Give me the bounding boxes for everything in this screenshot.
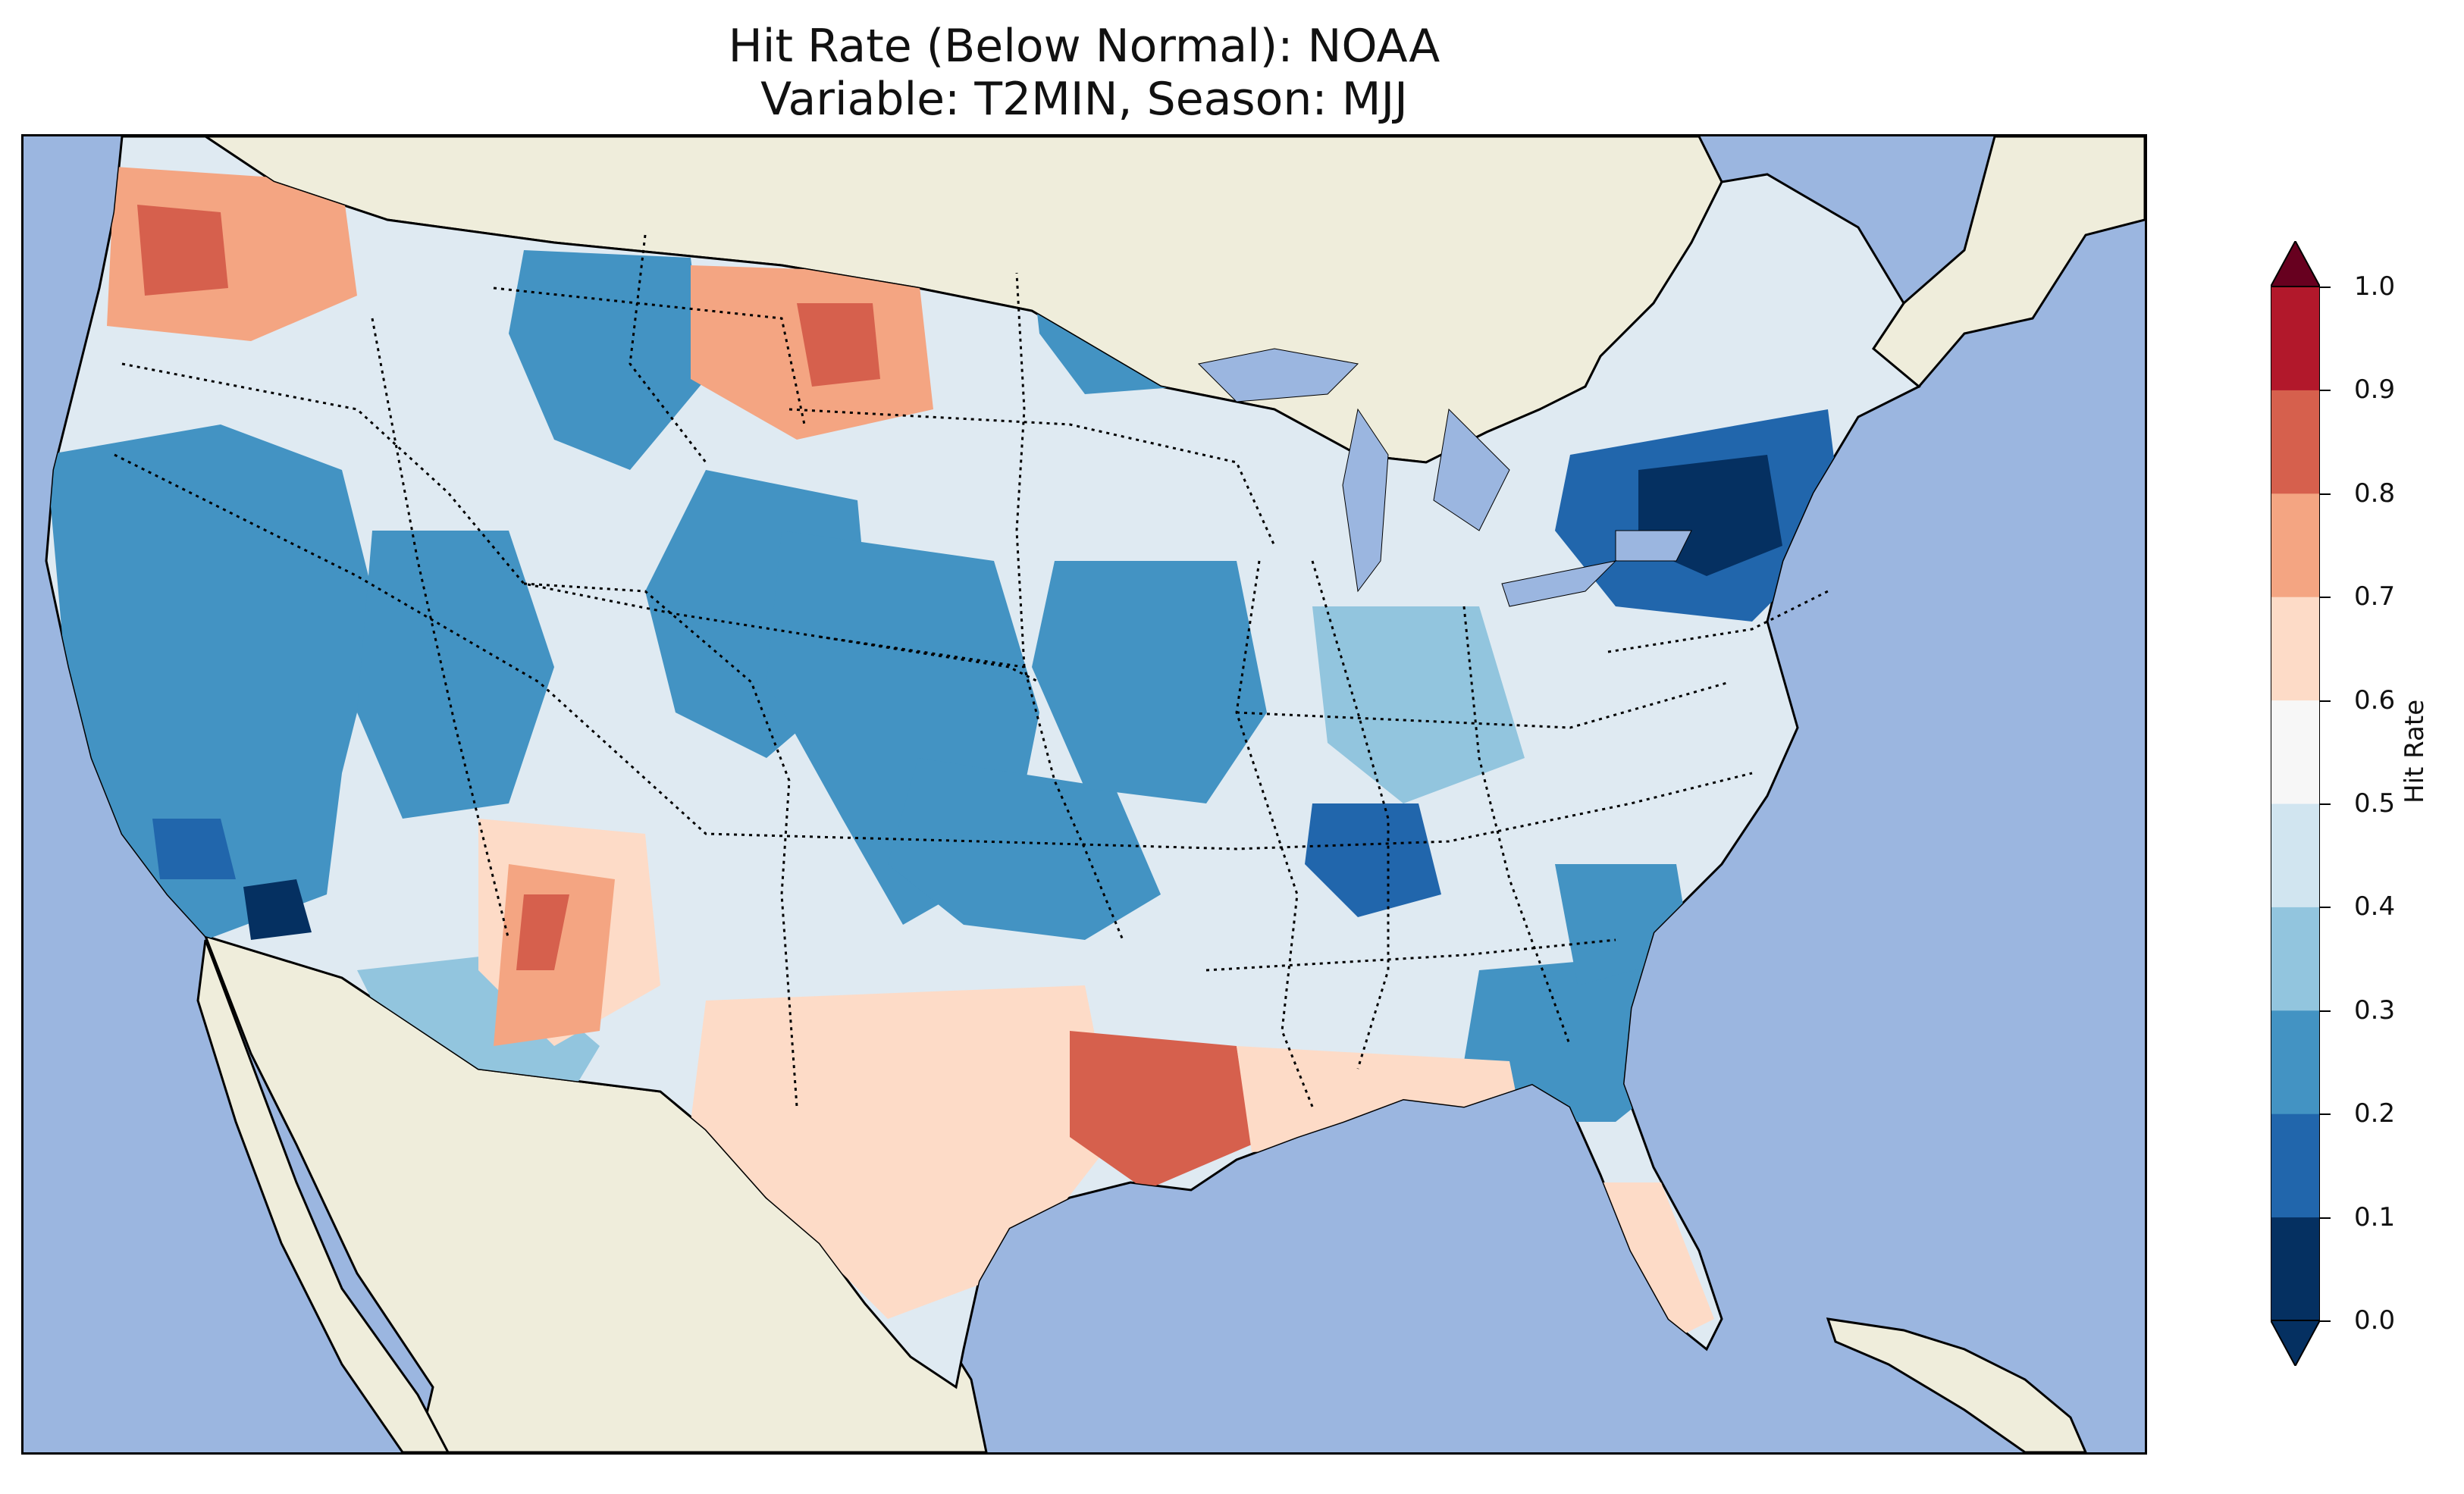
map-title-line2: Variable: T2MIN, Season: MJJ — [760, 73, 1408, 126]
colorbar-tick-mark — [2320, 390, 2331, 392]
patch-west-coast — [46, 424, 380, 940]
colorbar-tick-label: 0.4 — [2354, 891, 2396, 922]
patch-socal — [243, 879, 312, 940]
colorbar-tick-mark — [2320, 907, 2331, 909]
hit-rate-map — [45, 136, 2145, 1452]
colorbar-tick-label: 0.7 — [2354, 581, 2396, 612]
colorbar-tick-label: 0.0 — [2354, 1305, 2396, 1336]
patch-nevada-dark — [152, 819, 236, 879]
colorbar-tick-label: 0.3 — [2354, 994, 2396, 1026]
colorbar-label: Hit Rate — [2400, 699, 2430, 803]
patch-arizona-dark — [516, 894, 569, 970]
state-borders — [114, 234, 1829, 1107]
colorbar-tick-label: 0.8 — [2354, 478, 2396, 509]
colorbar-tick-mark — [2320, 493, 2331, 495]
colorbar-frame — [2271, 286, 2320, 1321]
colorbar-segment — [2271, 493, 2320, 597]
patch-idaho — [509, 250, 706, 470]
colorbar-extend-max — [2271, 241, 2320, 287]
patch-louisiana — [1070, 1031, 1252, 1190]
patch-carolinas — [1555, 864, 1691, 985]
colorbar-extend-min — [2271, 1320, 2320, 1366]
patch-gulf-coast — [1237, 1046, 1525, 1152]
colorbar-tick-label: 0.5 — [2354, 788, 2396, 819]
patch-kansas — [888, 758, 1161, 940]
colorbar-segment — [2271, 597, 2320, 701]
colorbar-tick-label: 0.1 — [2354, 1201, 2396, 1232]
colorbar-tick-mark — [2320, 1217, 2331, 1219]
baja-land — [196, 939, 450, 1452]
colorbar-segments — [2271, 287, 2320, 1321]
map-panel — [21, 134, 2147, 1455]
colorbar-tick-mark — [2320, 700, 2331, 702]
great-lakes — [1197, 348, 1692, 607]
colorbar-tick-label: 0.6 — [2354, 684, 2396, 716]
colorbar-segment — [2271, 390, 2320, 494]
colorbar-tick-mark — [2320, 1113, 2331, 1116]
patch-washington-core — [137, 205, 228, 296]
colorbar-segment — [2271, 803, 2320, 907]
colorbar-segment — [2271, 907, 2320, 1011]
colorbar-tick-mark — [2320, 1010, 2331, 1012]
colorbar-tick-label: 0.9 — [2354, 374, 2396, 406]
colorbar-segment — [2271, 1010, 2320, 1114]
cuba-land — [1826, 1317, 2087, 1452]
colorbar-tick-label: 0.2 — [2354, 1098, 2396, 1129]
colorbar-tick-mark — [2320, 803, 2331, 805]
colorbar-segment — [2271, 700, 2320, 804]
map-title-line1: Hit Rate (Below Normal): NOAA — [728, 20, 1440, 73]
colorbar-segment — [2271, 287, 2320, 390]
colorbar-tick-mark — [2320, 597, 2331, 599]
colorbar-tick-label: 1.0 — [2354, 271, 2396, 302]
colorbar — [2271, 241, 2320, 1366]
colorbar-tick-mark — [2320, 287, 2331, 288]
canada-east-land — [1872, 136, 2145, 389]
colorbar-segment — [2271, 1113, 2320, 1218]
colorbar-segment — [2271, 1217, 2320, 1321]
patch-ohio-light — [1312, 606, 1525, 803]
patch-kentucky — [1305, 803, 1441, 917]
patch-nevada — [357, 531, 554, 819]
colorbar-tick-mark — [2320, 1320, 2331, 1322]
hit-rate-patches — [46, 167, 1843, 1349]
patch-montana-core — [797, 303, 880, 387]
patch-iowa — [1032, 561, 1267, 803]
